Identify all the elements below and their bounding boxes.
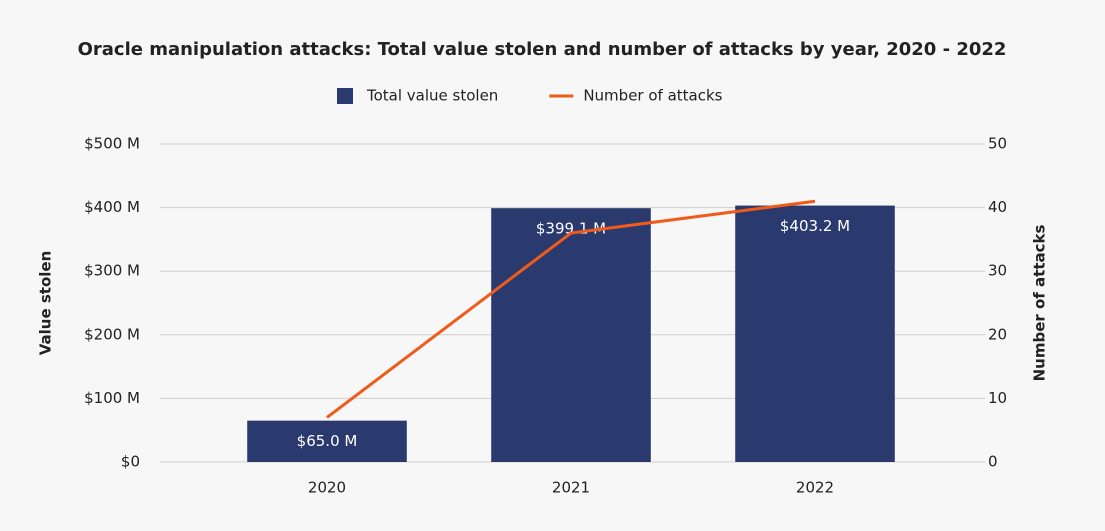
y2-tick-label: 0 [988, 453, 998, 471]
y-axis-title: Value stolen [37, 251, 55, 356]
y-tick-label: $100 M [84, 389, 140, 407]
chart-title: Oracle manipulation attacks: Total value… [78, 39, 1007, 60]
x-tick-label: 2020 [308, 479, 346, 497]
legend-swatch [337, 88, 353, 104]
y-tick-label: $400 M [84, 198, 140, 216]
y2-tick-label: 30 [988, 262, 1007, 280]
y-tick-label: $300 M [84, 262, 140, 280]
line [326, 199, 816, 419]
y2-tick-label: 40 [988, 198, 1007, 216]
bar [247, 420, 407, 462]
y-tick-label: $500 M [84, 135, 140, 153]
y2-tick-label: 10 [988, 389, 1007, 407]
bar [735, 205, 895, 462]
y-tick-label: $200 M [84, 325, 140, 343]
y2-tick-label: 50 [988, 135, 1007, 153]
legend-label: Number of attacks [583, 87, 722, 105]
x-tick-label: 2021 [552, 479, 590, 497]
y-tick-label: $0 [121, 453, 140, 471]
legend-label: Total value stolen [366, 87, 498, 105]
y2-axis-title: Number of attacks [1031, 225, 1049, 382]
x-tick-label: 2022 [796, 479, 834, 497]
y2-tick-label: 20 [988, 325, 1007, 343]
data-label: $65.0 M [297, 432, 358, 450]
data-label: $399.1 M [536, 220, 606, 238]
bar [491, 208, 651, 462]
data-label: $403.2 M [780, 217, 850, 235]
